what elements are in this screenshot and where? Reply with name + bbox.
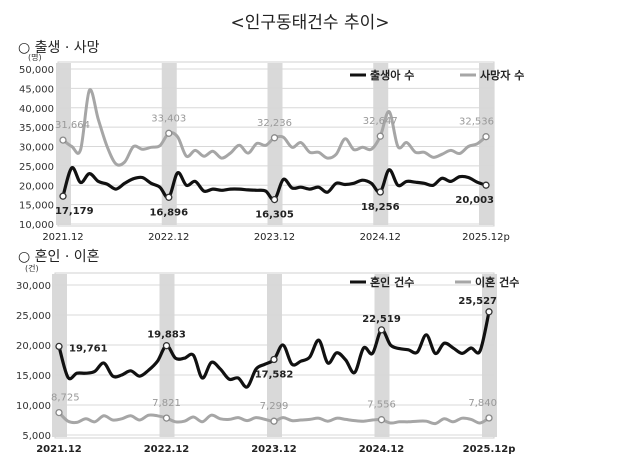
data-label: 31,664 <box>55 120 90 131</box>
data-point-marker <box>55 408 63 417</box>
data-label: 25,527 <box>458 296 497 307</box>
data-label: 7,299 <box>260 401 289 412</box>
data-label: 33,403 <box>151 113 186 124</box>
y-tick-label: 15,000 <box>19 201 54 212</box>
data-label: 17,179 <box>55 206 94 217</box>
x-tick-label: 2024.12 <box>359 444 405 455</box>
data-point-marker <box>270 195 279 204</box>
x-tick-label: 2025.12p <box>462 232 510 243</box>
data-label: 7,840 <box>468 398 497 409</box>
data-label: 18,256 <box>361 202 400 213</box>
data-point-marker <box>59 192 67 200</box>
data-label: 16,305 <box>255 210 294 221</box>
legend-label: 혼인 건수 <box>370 275 414 289</box>
y-tick-label: 30,000 <box>16 281 51 292</box>
x-tick-label: 2021.12 <box>42 232 83 243</box>
y-tick-label: 45,000 <box>19 84 54 95</box>
y-tick-label: 20,000 <box>19 181 54 192</box>
data-point-marker <box>377 416 386 424</box>
data-label: 19,761 <box>69 343 108 354</box>
data-point-marker <box>377 326 386 334</box>
data-point-marker <box>165 129 173 137</box>
chart-2: 5,000 10,000 15,000 20,000 25,000 30,000 (건) 20… <box>16 263 519 455</box>
y-tick-label: 20,000 <box>16 341 51 352</box>
y-tick-label: 35,000 <box>19 123 54 134</box>
december-highlight-band <box>374 274 390 437</box>
x-tick-label: 2025.12p <box>463 444 516 455</box>
data-label: 7,821 <box>152 398 181 409</box>
x-tick-label: 2023.12 <box>251 444 297 455</box>
data-point-marker <box>59 136 67 144</box>
chart-1: 10,000 15,000 20,000 25,000 30,000 35,000 40,0… <box>19 52 524 243</box>
x-tick-label: 2023.12 <box>254 232 295 243</box>
x-tick-label: 2024.12 <box>360 232 401 243</box>
data-label: 7,556 <box>367 400 396 411</box>
data-label: 22,519 <box>362 314 401 325</box>
data-point-marker <box>482 133 490 141</box>
x-tick-label: 2022.12 <box>148 232 189 243</box>
data-label: 17,582 <box>255 370 294 381</box>
data-point-marker <box>270 417 278 425</box>
data-point-marker <box>165 193 173 201</box>
y-tick-label: 25,000 <box>19 162 54 173</box>
data-point-marker <box>270 355 278 364</box>
legend-label: 이혼 건수 <box>475 275 519 289</box>
data-point-marker <box>55 342 63 351</box>
y-axis-unit: (명) <box>28 52 42 62</box>
x-tick-label: 2022.12 <box>144 444 190 455</box>
data-label: 32,536 <box>459 117 494 128</box>
data-point-marker <box>376 132 384 140</box>
y-axis-unit: (건) <box>25 263 39 273</box>
y-tick-label: 25,000 <box>16 311 51 322</box>
section-birth-death-label: ○ 출생 · 사망 <box>18 40 100 56</box>
data-point-marker <box>162 342 171 350</box>
data-point-marker <box>270 134 279 142</box>
data-label: 32,647 <box>363 116 398 127</box>
december-highlight-band <box>267 274 282 437</box>
y-tick-label: 15,000 <box>16 371 51 382</box>
data-label: 20,003 <box>455 195 494 206</box>
data-label: 32,236 <box>257 118 292 129</box>
data-point-marker <box>376 188 384 196</box>
y-tick-label: 30,000 <box>19 143 54 154</box>
y-tick-label: 50,000 <box>19 65 54 76</box>
x-tick-label: 2021.12 <box>36 444 82 455</box>
data-point-marker <box>162 414 171 422</box>
data-label: 8,725 <box>51 393 80 404</box>
y-tick-label: 10,000 <box>16 401 51 412</box>
y-tick-label: 40,000 <box>19 104 54 115</box>
page-title: <인구동태건수 추이> <box>230 13 390 33</box>
legend-label: 사망자 수 <box>480 68 524 82</box>
data-point-marker <box>485 308 493 316</box>
y-tick-label: 10,000 <box>19 220 54 231</box>
y-tick-label: 5,000 <box>22 431 51 442</box>
data-point-marker <box>482 181 490 189</box>
section-marriage-divorce-label: ○ 혼인 · 이혼 <box>18 249 100 265</box>
data-label: 19,883 <box>147 330 186 341</box>
data-point-marker <box>485 414 493 422</box>
legend-label: 출생아 수 <box>370 68 414 82</box>
data-label: 16,896 <box>149 207 188 218</box>
december-highlight-band <box>267 63 283 225</box>
